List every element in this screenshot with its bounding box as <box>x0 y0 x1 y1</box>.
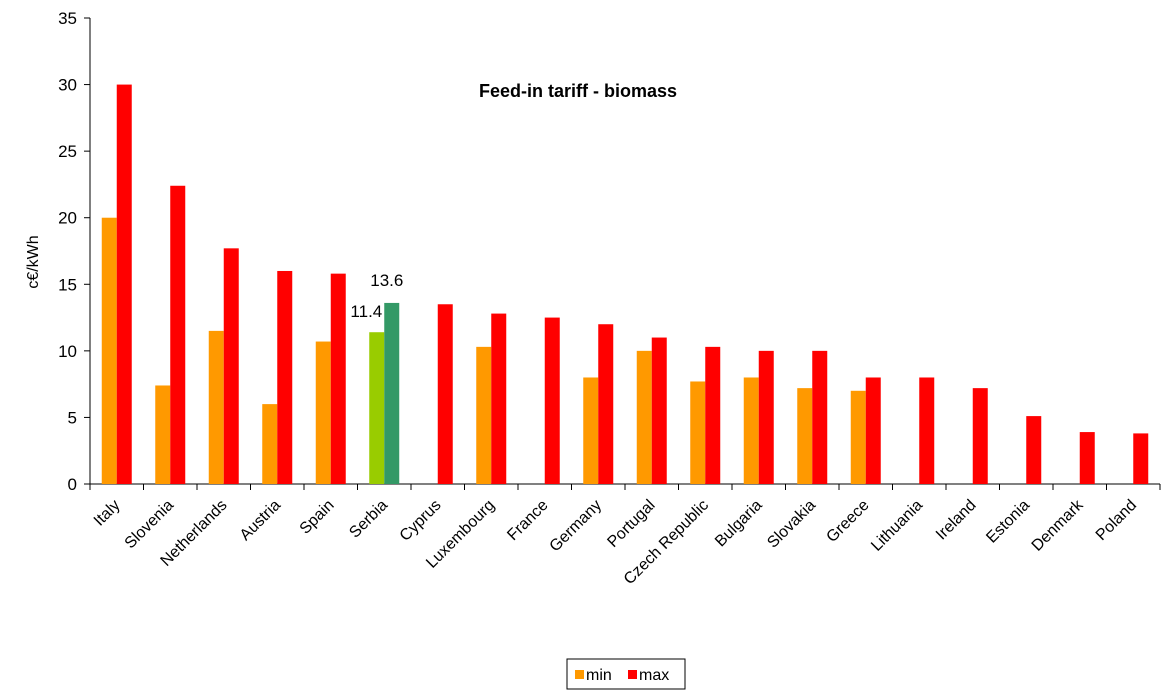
bar-max <box>170 185 186 484</box>
y-tick-label: 35 <box>58 9 77 28</box>
y-tick-label: 25 <box>58 142 77 161</box>
x-category-label: Austria <box>237 497 284 544</box>
bar-max <box>812 350 828 484</box>
bar-min <box>262 404 278 484</box>
bar-max <box>758 350 774 484</box>
bar-max <box>223 248 239 484</box>
bar-max <box>1026 416 1042 484</box>
x-category-label: Lithuania <box>868 497 926 555</box>
x-category-label: Germany <box>547 497 606 556</box>
bar-max <box>972 388 988 484</box>
bar-max <box>1079 432 1095 484</box>
x-category-label: Poland <box>1093 497 1140 544</box>
bar-min <box>797 388 813 484</box>
x-category-label: Denmark <box>1029 496 1088 555</box>
x-category-label: Bulgaria <box>712 497 766 551</box>
bar-max <box>277 270 293 484</box>
x-category-label: Portugal <box>604 497 658 551</box>
bar-min <box>583 377 599 484</box>
bar-min <box>315 341 331 484</box>
bar-max <box>116 84 132 485</box>
x-category-label: Ireland <box>933 497 980 544</box>
legend-label-min: min <box>586 667 612 684</box>
bar-max <box>437 304 453 484</box>
x-category-label: Slovakia <box>764 497 819 552</box>
y-tick-label: 5 <box>68 408 77 427</box>
y-tick-label: 0 <box>68 475 77 494</box>
y-tick-label: 30 <box>58 76 77 95</box>
x-category-label: Greece <box>823 497 872 546</box>
x-category-label: Estonia <box>983 497 1033 547</box>
bar-min <box>636 350 652 484</box>
data-label-max: 13.6 <box>370 271 403 290</box>
x-category-label: France <box>504 497 551 544</box>
bar-max <box>491 313 507 484</box>
y-tick-label: 20 <box>58 209 77 228</box>
bar-max <box>1133 433 1149 484</box>
bars <box>101 84 1149 485</box>
bar-min <box>101 217 117 484</box>
x-category-label: Serbia <box>346 497 391 542</box>
legend-swatch-min <box>575 670 584 679</box>
bar-max <box>705 346 721 484</box>
bar-max <box>919 377 935 484</box>
bar-min <box>155 385 171 484</box>
bar-max <box>544 317 560 484</box>
x-category-label: Cyprus <box>397 497 445 545</box>
bar-min <box>208 330 224 484</box>
x-category-label: Slovenia <box>122 497 177 552</box>
y-tick-label: 10 <box>58 342 77 361</box>
bar-min <box>743 377 759 484</box>
legend-swatch-max <box>628 670 637 679</box>
data-labels: 11.4 13.6 <box>350 271 403 321</box>
bar-max <box>651 337 667 484</box>
bar-max <box>598 324 614 484</box>
legend: min max <box>566 658 686 690</box>
y-axis-label: c€/kWh <box>25 235 42 288</box>
y-axis: 0 5 10 15 20 25 30 35 <box>58 9 91 494</box>
bar-max <box>330 273 346 484</box>
legend-label-max: max <box>639 667 669 684</box>
bar-min <box>850 390 866 484</box>
legend-box <box>566 658 686 690</box>
x-category-label: Spain <box>297 497 338 538</box>
bar-min <box>690 381 706 484</box>
chart-title: Feed-in tariff - biomass <box>479 81 677 101</box>
bar-max <box>865 377 881 484</box>
y-tick-label: 15 <box>58 275 77 294</box>
bar-min <box>476 346 492 484</box>
data-label-min: 11.4 <box>350 302 382 321</box>
x-category-label: Italy <box>91 497 124 530</box>
bar-max <box>384 302 400 484</box>
bar-min <box>369 332 385 484</box>
